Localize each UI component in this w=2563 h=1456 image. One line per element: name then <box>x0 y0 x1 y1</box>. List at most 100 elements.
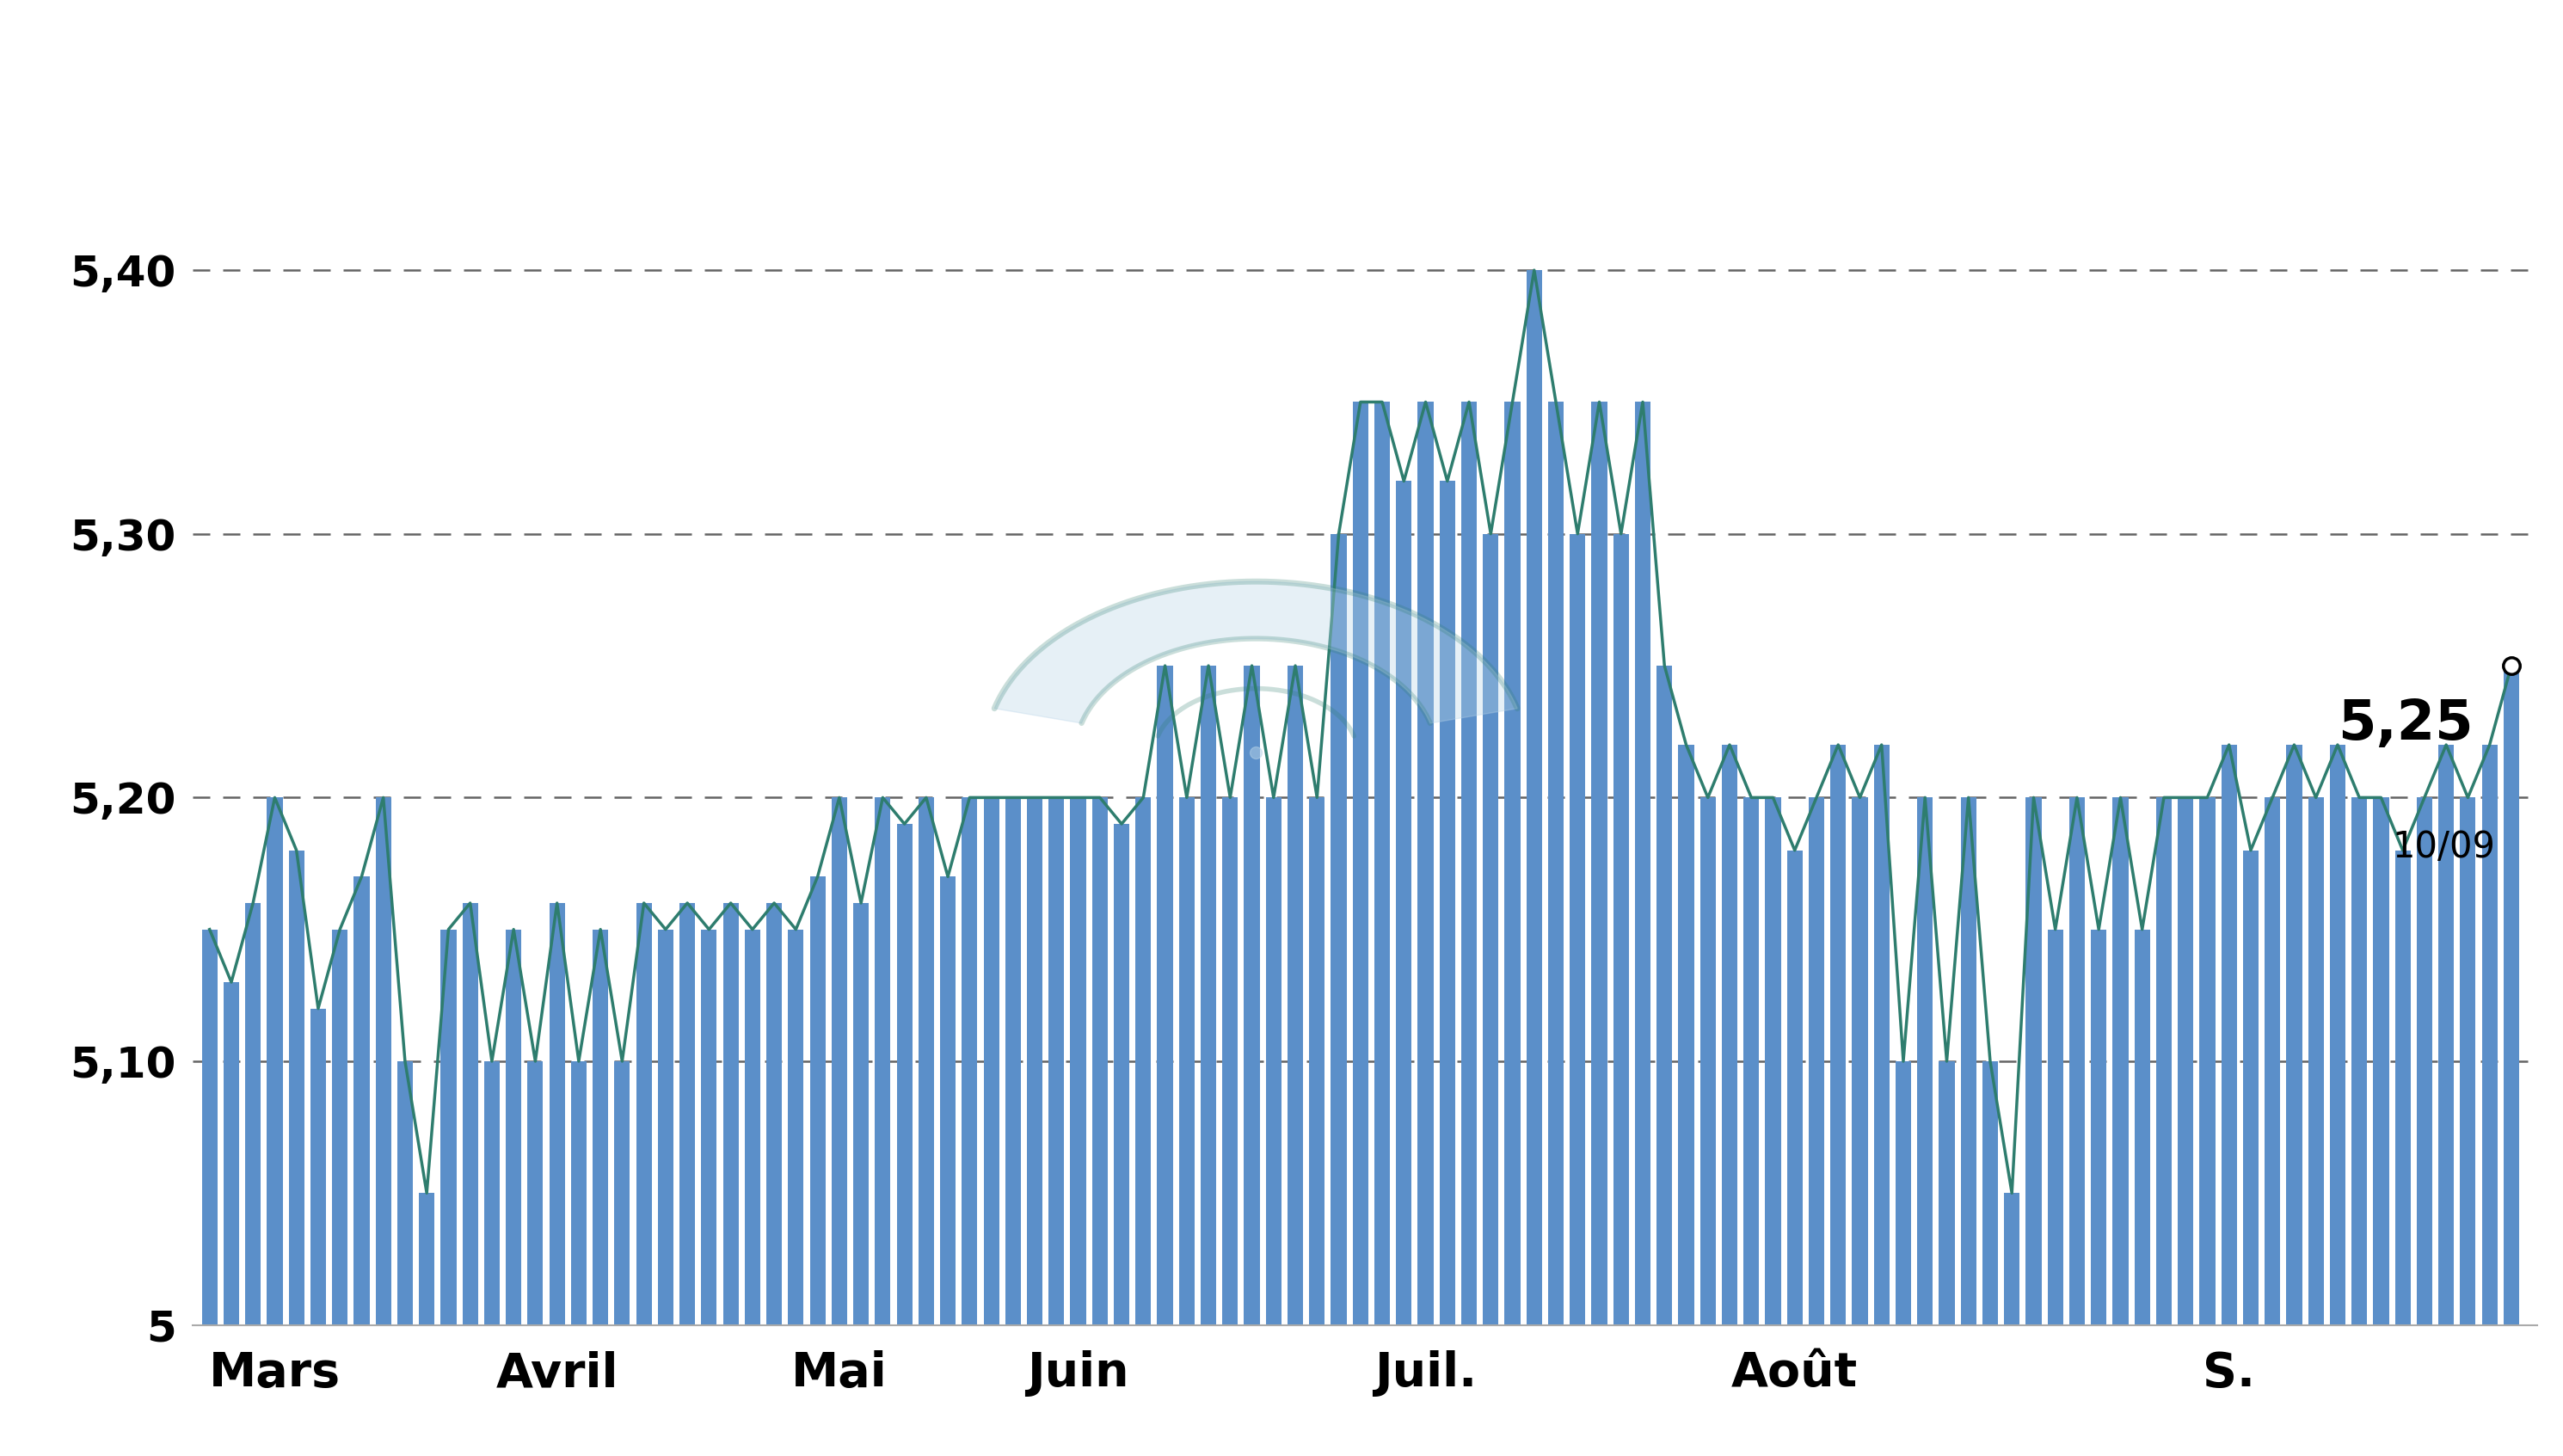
Bar <box>2025 798 2040 1325</box>
Bar <box>1115 824 1130 1325</box>
Bar <box>1028 798 1043 1325</box>
Bar <box>2112 798 2127 1325</box>
Bar <box>2394 850 2412 1325</box>
Bar <box>1786 850 1802 1325</box>
Bar <box>1353 402 1369 1325</box>
Bar <box>897 824 912 1325</box>
Bar <box>310 1009 326 1325</box>
Bar <box>441 929 456 1325</box>
Bar <box>2330 745 2345 1325</box>
Bar <box>2504 665 2519 1325</box>
Bar <box>984 798 1000 1325</box>
Bar <box>941 877 956 1325</box>
Bar <box>1223 798 1238 1325</box>
Bar <box>333 929 349 1325</box>
Bar <box>2266 798 2281 1325</box>
Bar <box>1374 402 1389 1325</box>
Bar <box>290 850 305 1325</box>
Bar <box>1766 798 1781 1325</box>
Bar <box>1874 745 1889 1325</box>
Bar <box>223 983 238 1325</box>
Bar <box>2135 929 2150 1325</box>
Bar <box>1048 798 1064 1325</box>
Bar <box>766 903 782 1325</box>
Bar <box>2417 798 2432 1325</box>
Bar <box>1528 271 1543 1325</box>
Bar <box>1158 665 1174 1325</box>
Bar <box>1092 798 1107 1325</box>
Text: VOLTA FINANCE: VOLTA FINANCE <box>853 15 1710 109</box>
Bar <box>2243 850 2258 1325</box>
Bar <box>1243 665 1258 1325</box>
Bar <box>572 1061 587 1325</box>
Bar <box>2373 798 2389 1325</box>
Bar <box>1592 402 1607 1325</box>
Bar <box>2048 929 2063 1325</box>
Bar <box>2155 798 2171 1325</box>
Bar <box>746 929 761 1325</box>
Bar <box>1612 534 1630 1325</box>
Bar <box>1830 745 1845 1325</box>
Bar <box>1071 798 1087 1325</box>
Bar <box>1635 402 1651 1325</box>
Bar <box>679 903 695 1325</box>
Bar <box>1853 798 1868 1325</box>
Bar <box>484 1061 500 1325</box>
Bar <box>1656 665 1671 1325</box>
Bar <box>2179 798 2194 1325</box>
Text: 5,25: 5,25 <box>2337 697 2473 751</box>
Bar <box>918 798 933 1325</box>
Bar <box>1484 534 1499 1325</box>
Bar <box>1548 402 1563 1325</box>
Bar <box>2460 798 2476 1325</box>
Bar <box>874 798 889 1325</box>
Bar <box>202 929 218 1325</box>
Bar <box>1417 402 1433 1325</box>
Polygon shape <box>994 581 1517 724</box>
Bar <box>528 1061 543 1325</box>
Bar <box>2004 1192 2020 1325</box>
Bar <box>1179 798 1194 1325</box>
Bar <box>723 903 738 1325</box>
Bar <box>592 929 607 1325</box>
Bar <box>615 1061 630 1325</box>
Bar <box>2437 745 2453 1325</box>
Bar <box>2068 798 2084 1325</box>
Bar <box>1397 480 1412 1325</box>
Bar <box>810 877 825 1325</box>
Bar <box>1135 798 1151 1325</box>
Bar <box>1199 665 1217 1325</box>
Bar <box>1005 798 1020 1325</box>
Bar <box>246 903 261 1325</box>
Bar <box>1679 745 1694 1325</box>
Bar <box>2091 929 2107 1325</box>
Bar <box>787 929 805 1325</box>
Bar <box>2350 798 2368 1325</box>
Bar <box>1917 798 1933 1325</box>
Bar <box>2286 745 2302 1325</box>
Bar <box>2309 798 2325 1325</box>
Bar <box>830 798 848 1325</box>
Bar <box>853 903 869 1325</box>
Bar <box>1743 798 1758 1325</box>
Bar <box>397 1061 413 1325</box>
Bar <box>2199 798 2214 1325</box>
Bar <box>1699 798 1715 1325</box>
Bar <box>1310 798 1325 1325</box>
Bar <box>377 798 392 1325</box>
Text: 10/09: 10/09 <box>2391 830 2494 865</box>
Bar <box>548 903 564 1325</box>
Bar <box>1940 1061 1956 1325</box>
Bar <box>418 1192 436 1325</box>
Bar <box>636 903 651 1325</box>
Bar <box>505 929 520 1325</box>
Bar <box>1961 798 1976 1325</box>
Bar <box>1461 402 1476 1325</box>
Bar <box>267 798 282 1325</box>
Bar <box>1287 665 1302 1325</box>
Bar <box>2222 745 2237 1325</box>
Bar <box>1722 745 1738 1325</box>
Bar <box>702 929 718 1325</box>
Bar <box>961 798 977 1325</box>
Bar <box>1897 1061 1912 1325</box>
